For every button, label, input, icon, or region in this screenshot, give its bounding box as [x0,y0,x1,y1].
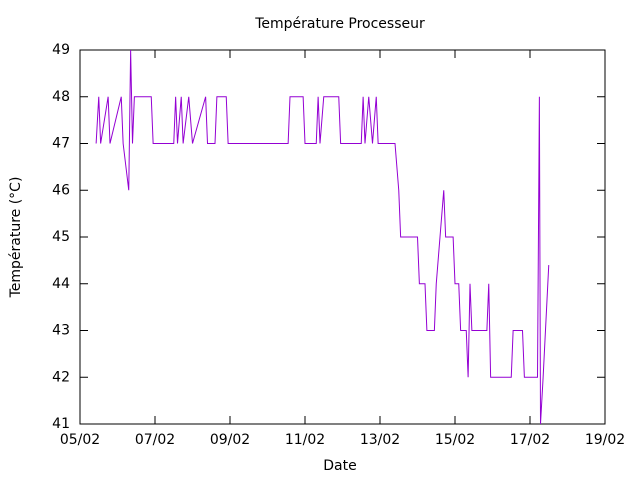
x-tick-label: 13/02 [360,432,400,448]
data-line [95,49,550,425]
y-tick-label: 47 [52,136,70,152]
y-tick-label: 48 [52,89,70,105]
x-tick-label: 15/02 [435,432,475,448]
x-tick-label: 09/02 [210,432,250,448]
y-tick-label: 42 [52,369,70,385]
y-tick-label: 44 [52,276,70,292]
x-tick-label: 19/02 [585,432,625,448]
x-tick-label: 11/02 [285,432,325,448]
y-tick-label: 46 [52,182,70,198]
y-tick-label: 45 [52,229,70,245]
chart-title: Température Processeur [254,16,425,32]
y-tick-label: 49 [52,42,70,58]
y-tick-label: 43 [52,323,70,339]
x-tick-label: 17/02 [510,432,550,448]
y-axis-label: Température (°C) [8,177,24,299]
y-tick-label: 41 [52,416,70,432]
plot-frame [79,49,606,425]
x-tick-label: 05/02 [60,432,100,448]
x-tick-label: 07/02 [135,432,175,448]
x-axis-label: Date [323,458,356,474]
